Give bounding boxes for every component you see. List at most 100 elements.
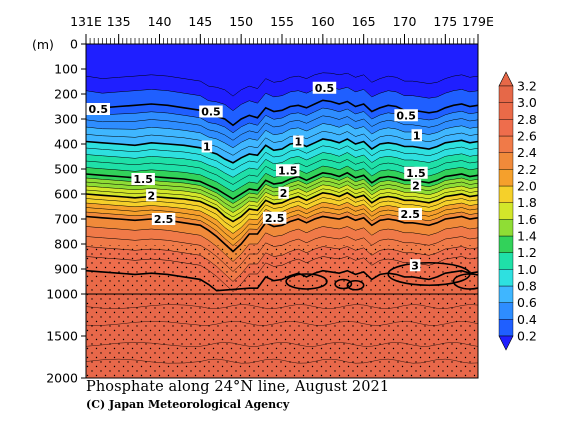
contour-2.4 — [86, 211, 478, 246]
contour-label-bg — [398, 208, 422, 220]
y-tick-label: 900 — [54, 262, 78, 277]
contour-label-bg — [410, 179, 422, 192]
colorbar-label: 0.4 — [517, 312, 537, 327]
colorbar-swatch — [498, 319, 514, 337]
y-tick-label: 700 — [54, 212, 78, 227]
contour-2.8 — [86, 246, 478, 282]
contour-label-bg — [131, 173, 155, 185]
x-tick-label: 175 — [433, 14, 457, 29]
contour-label-bg — [275, 164, 300, 177]
colorbar-swatch — [498, 202, 514, 220]
colorbar-swatch — [498, 169, 514, 187]
contour-2.5 — [86, 215, 478, 253]
y-tick-label: 0 — [70, 37, 78, 52]
y-tick-label: 800 — [54, 237, 78, 252]
colorbar-swatch — [498, 269, 514, 287]
contour-3-loop — [452, 273, 478, 290]
contour-label: 0.5 — [396, 109, 416, 122]
y-tick-label: 500 — [54, 162, 78, 177]
contour-2.7 — [86, 236, 478, 272]
contour-2.3 — [86, 206, 478, 240]
contour-2 — [86, 191, 478, 223]
contour-1.1 — [86, 145, 478, 171]
colorbar-label: 1.8 — [517, 195, 537, 210]
contour-label: 1.5 — [133, 173, 153, 186]
contour-label-bg — [312, 81, 337, 94]
depth-unit-label: (m) — [32, 37, 54, 52]
colorbar: 0.2 0.4 0.60.8 1.0 1.21.4 1.6 1.82.0 2.2 2.42.6 2… — [498, 71, 537, 351]
x-tick-label: 170 — [393, 14, 417, 29]
y-tick-label: 1500 — [46, 329, 78, 344]
colorbar-label: 1.4 — [517, 229, 537, 244]
contour-label: 0.5 — [315, 82, 335, 95]
colorbar-bottom-arrow — [498, 335, 514, 351]
colorbar-swatch — [498, 85, 514, 103]
contour-label-bg — [293, 135, 304, 148]
x-tick-label: 145 — [188, 14, 212, 29]
y-tick-label: 200 — [54, 87, 78, 102]
deep-contour — [86, 342, 478, 347]
x-axis: 131E 135 140 145 150 155 160 165 170 175 179E — [70, 14, 494, 44]
colorbar-swatch — [498, 135, 514, 153]
x-tick-label: 140 — [148, 14, 172, 29]
y-tick-label: 2000 — [46, 371, 78, 386]
contour-0.8 — [86, 123, 478, 149]
colorbar-swatch — [498, 235, 514, 253]
contour-label: 3 — [411, 259, 419, 272]
credit-text: (C) Japan Meteorological Agency — [86, 398, 290, 411]
y-tick-label: 300 — [54, 112, 78, 127]
deep-contour — [86, 321, 478, 326]
deep-contour — [86, 304, 478, 309]
contour-label: 1 — [203, 141, 211, 154]
contour-0.6 — [86, 107, 478, 134]
colorbar-label: 3.2 — [517, 79, 537, 94]
contour-1.7 — [86, 180, 478, 209]
contour-label-bg — [278, 186, 289, 199]
colorbar-label: 1.6 — [517, 212, 537, 227]
colorbar-label: 0.8 — [517, 279, 537, 294]
colorbar-label: 0.6 — [517, 295, 537, 310]
contour-label: 1 — [413, 129, 421, 142]
colorbar-swatch — [498, 102, 514, 120]
contour-label: 2 — [280, 187, 288, 200]
contour-label: 2.5 — [265, 212, 285, 225]
x-tick-label: 160 — [311, 14, 335, 29]
contour-label-bg — [146, 189, 157, 202]
colorbar-label: 2.4 — [517, 145, 537, 160]
contour-label-bg — [151, 213, 176, 225]
contour-label: 1.5 — [406, 167, 426, 180]
colorbar-top-arrow — [498, 71, 514, 87]
band-0 — [86, 44, 478, 111]
x-tick-label: 131E — [70, 14, 102, 29]
contour-2.9 — [86, 256, 478, 292]
colorbar-swatch — [498, 185, 514, 203]
contour-1.9 — [86, 188, 478, 218]
contour-label-bg — [199, 105, 223, 118]
y-axis: 0 100 200 300 400 500 600 700 800 900 1000 1500 2000 — [46, 37, 86, 386]
contour-0.5 — [86, 99, 478, 127]
contour-label-bg — [86, 103, 110, 115]
contour-label-bg — [404, 166, 428, 179]
contour-lines — [86, 72, 478, 364]
colorbar-label: 1.2 — [517, 245, 537, 260]
x-tick-label: 150 — [229, 14, 253, 29]
contour-0.4 — [86, 86, 478, 112]
colorbar-label: 1.0 — [517, 262, 537, 277]
colorbar-swatch — [498, 152, 514, 170]
contour-label-bg — [201, 140, 213, 153]
contour-2.1 — [86, 197, 478, 228]
colorbar-label: 3.0 — [517, 95, 537, 110]
y-tick-label: 1000 — [46, 287, 78, 302]
contour-3-loop — [285, 273, 328, 290]
x-tick-label: 155 — [270, 14, 294, 29]
contour-0.3 — [86, 72, 478, 97]
contour-1.6 — [86, 176, 478, 204]
contour-label: 2.5 — [154, 213, 174, 226]
contour-label: 2 — [148, 189, 156, 202]
colorbar-swatch — [498, 302, 514, 320]
contour-2.2 — [86, 202, 478, 234]
contour-3 — [86, 269, 478, 292]
contour-label: 2.5 — [400, 208, 420, 221]
y-tick-label: 600 — [54, 187, 78, 202]
